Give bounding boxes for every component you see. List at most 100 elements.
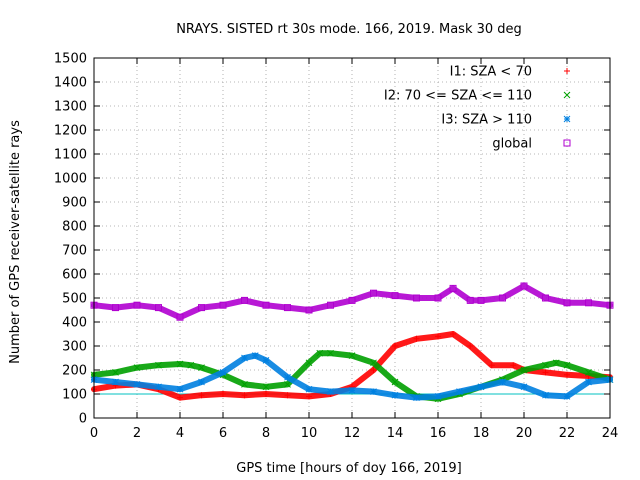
data-point xyxy=(370,289,377,297)
data-point xyxy=(241,392,248,399)
data-point xyxy=(435,333,441,340)
data-point xyxy=(477,296,485,304)
legend-label: I2: 70 <= SZA <= 110 xyxy=(384,89,532,104)
data-point xyxy=(198,392,205,399)
data-point xyxy=(585,378,592,386)
y-tick-label: 1200 xyxy=(54,124,87,139)
data-point xyxy=(219,369,227,376)
data-point xyxy=(241,354,248,362)
data-point xyxy=(262,357,270,364)
data-point xyxy=(305,385,313,393)
data-point xyxy=(542,369,549,376)
data-point xyxy=(241,381,248,388)
y-axis-label: Number of GPS receiver-satellite rays xyxy=(8,120,23,364)
legend-label: I1: SZA < 70 xyxy=(450,65,532,80)
data-point xyxy=(564,371,570,378)
data-point xyxy=(262,301,270,309)
x-tick-label: 24 xyxy=(602,426,619,441)
legend: I1: SZA < 70 I2: 70 <= SZA <= 110 I3: SZA … xyxy=(384,65,571,152)
chart-title: NRAYS. SISTED rt 30s mode. 166, 2019. Ma… xyxy=(176,22,522,37)
data-point xyxy=(198,378,205,386)
x-tick-label: 0 xyxy=(90,426,98,441)
data-point xyxy=(155,361,162,369)
data-point xyxy=(585,369,592,376)
data-point xyxy=(370,359,377,367)
y-tick-label: 100 xyxy=(62,388,87,403)
data-point xyxy=(155,304,162,312)
x-tick-label: 20 xyxy=(516,426,533,441)
data-point xyxy=(112,378,119,386)
data-point xyxy=(563,361,571,369)
data-point xyxy=(348,352,356,359)
series-band xyxy=(91,283,613,321)
x-tick-label: 6 xyxy=(219,426,227,441)
data-point xyxy=(467,343,474,349)
data-point xyxy=(450,331,457,337)
data-point xyxy=(413,294,420,302)
data-point xyxy=(133,364,141,371)
data-point xyxy=(251,352,259,359)
data-point xyxy=(520,383,528,391)
y-tick-label: 300 xyxy=(62,340,87,355)
data-point xyxy=(112,304,119,312)
data-point xyxy=(306,393,312,400)
data-point xyxy=(176,385,184,393)
x-tick-label: 16 xyxy=(430,426,447,441)
data-point xyxy=(241,296,248,304)
x-tick-label: 2 xyxy=(133,426,141,441)
series-1 xyxy=(90,349,614,403)
data-point xyxy=(585,299,592,307)
data-point xyxy=(198,364,205,371)
data-point xyxy=(413,335,420,342)
data-point xyxy=(262,383,270,391)
data-point xyxy=(316,349,324,357)
data-point xyxy=(434,393,442,400)
data-point xyxy=(370,388,377,395)
data-point xyxy=(466,296,474,304)
data-point xyxy=(176,313,184,321)
tick-layer: 0100200300400500600700800900100011001200… xyxy=(54,52,618,442)
y-tick-label: 1400 xyxy=(54,76,87,91)
y-tick-label: 1500 xyxy=(54,52,87,67)
legend-label: I3: SZA > 110 xyxy=(441,113,532,128)
data-point xyxy=(391,292,399,300)
y-tick-label: 800 xyxy=(62,220,87,235)
data-point xyxy=(391,391,399,399)
x-tick-label: 22 xyxy=(559,426,576,441)
y-tick-label: 1300 xyxy=(54,100,87,115)
legend-marker xyxy=(563,91,571,99)
data-point xyxy=(327,301,334,309)
data-point xyxy=(552,359,560,367)
data-point xyxy=(510,362,517,369)
legend-marker xyxy=(563,115,571,123)
data-point xyxy=(520,282,528,290)
x-tick-label: 12 xyxy=(344,426,361,441)
data-point xyxy=(542,361,549,369)
data-point xyxy=(133,301,141,309)
data-point xyxy=(305,306,313,314)
x-tick-label: 18 xyxy=(473,426,490,441)
data-point xyxy=(187,361,195,369)
data-point xyxy=(413,394,420,401)
data-point xyxy=(305,359,313,367)
series-band xyxy=(91,350,613,402)
x-tick-label: 8 xyxy=(262,426,270,441)
x-tick-label: 10 xyxy=(301,426,318,441)
data-point xyxy=(284,381,291,388)
y-tick-label: 0 xyxy=(79,412,87,427)
legend-marker xyxy=(563,139,571,147)
y-tick-label: 400 xyxy=(62,316,87,331)
series-band xyxy=(91,352,613,401)
data-point xyxy=(520,366,528,374)
data-point xyxy=(112,369,119,376)
data-point xyxy=(449,284,457,292)
data-point xyxy=(370,367,377,373)
data-point xyxy=(177,394,183,401)
data-point xyxy=(542,391,549,399)
data-point xyxy=(284,392,291,399)
x-axis-label: GPS time [hours of doy 166, 2019] xyxy=(236,461,461,476)
series-layer xyxy=(90,282,614,403)
data-point xyxy=(284,304,291,312)
y-tick-label: 500 xyxy=(62,292,87,307)
